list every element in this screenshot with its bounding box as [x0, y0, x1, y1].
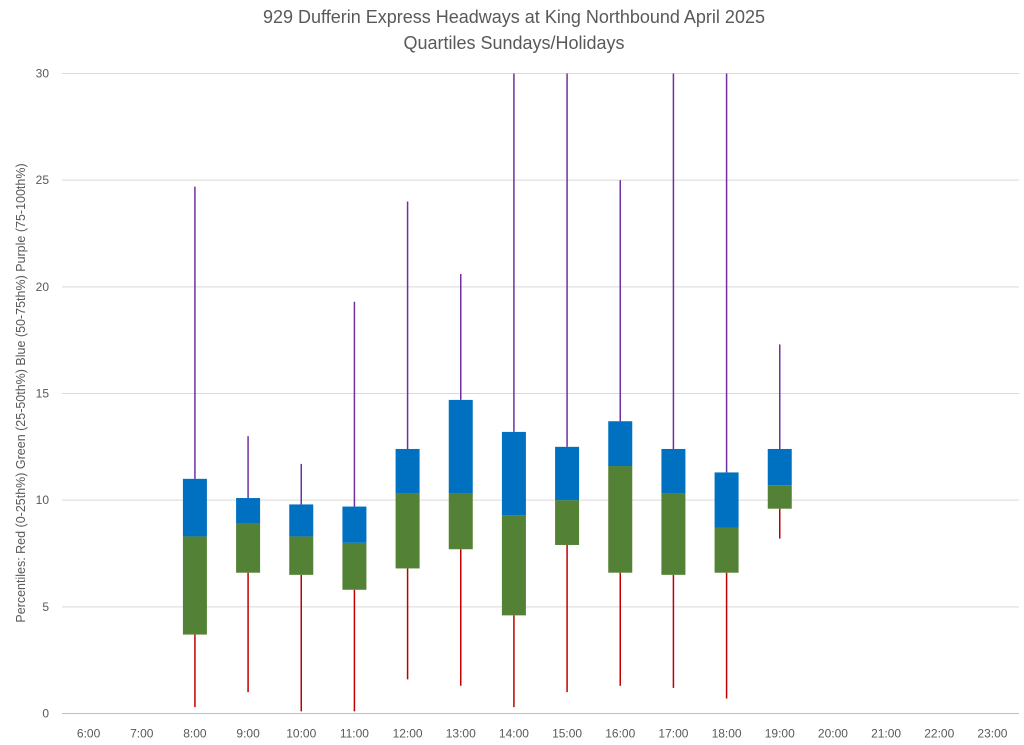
chart-subtitle-text: Quartiles Sundays/Holidays	[403, 33, 624, 53]
box-11:00	[342, 301, 367, 712]
box-marks	[182, 73, 792, 712]
y-axis-ticks: 0 5 10 15 20 25 30	[36, 67, 50, 721]
box-18:00	[714, 73, 739, 699]
box-upper-blue	[714, 472, 739, 528]
box-upper-blue	[767, 448, 792, 486]
box-lower-green	[501, 515, 526, 616]
box-15:00	[555, 73, 580, 693]
box-10:00	[289, 463, 314, 712]
box-lower-green	[342, 542, 367, 590]
x-tick-label: 19:00	[765, 727, 795, 741]
box-upper-blue	[608, 421, 633, 467]
x-tick-label: 11:00	[340, 727, 369, 741]
box-upper-blue	[182, 478, 207, 537]
x-tick-label: 20:00	[818, 727, 848, 741]
box-lower-green	[236, 523, 261, 573]
x-tick-label: 10:00	[286, 727, 316, 741]
x-tick-label: 22:00	[924, 727, 954, 741]
box-lower-green	[608, 466, 633, 573]
y-tick-label: 15	[36, 387, 50, 401]
y-axis-title: Percentiles: Red (0-25th%) Green (25-50t…	[14, 163, 28, 622]
box-upper-blue	[342, 506, 367, 543]
y-tick-label: 10	[36, 493, 50, 507]
box-lower-green	[555, 500, 580, 545]
x-tick-label: 9:00	[236, 727, 260, 741]
box-upper-blue	[448, 399, 473, 494]
box-16:00	[608, 180, 633, 686]
y-tick-label: 30	[36, 67, 50, 81]
box-lower-green	[767, 485, 792, 509]
box-13:00	[448, 274, 473, 686]
x-tick-label: 14:00	[499, 727, 529, 741]
box-8:00	[182, 186, 207, 708]
y-tick-label: 20	[36, 280, 50, 294]
box-lower-green	[714, 527, 739, 573]
box-lower-green	[289, 536, 314, 575]
box-lower-green	[182, 536, 207, 635]
gridlines	[62, 73, 1019, 714]
box-upper-blue	[661, 448, 686, 494]
chart-title-text: 929 Dufferin Express Headways at King No…	[263, 7, 765, 27]
x-tick-label: 21:00	[871, 727, 901, 741]
box-14:00	[501, 73, 526, 708]
x-tick-label: 16:00	[605, 727, 635, 741]
x-tick-label: 23:00	[977, 727, 1007, 741]
box-upper-blue	[555, 446, 580, 501]
chart-title: 929 Dufferin Express Headways at King No…	[263, 7, 765, 53]
box-9:00	[236, 436, 261, 693]
x-tick-label: 7:00	[130, 727, 154, 741]
y-tick-label: 5	[42, 600, 49, 614]
box-upper-blue	[395, 448, 420, 494]
x-tick-label: 15:00	[552, 727, 582, 741]
x-tick-label: 8:00	[183, 727, 207, 741]
y-tick-label: 25	[36, 173, 50, 187]
box-17:00	[661, 73, 686, 688]
x-tick-label: 6:00	[77, 727, 101, 741]
x-axis-ticks: 6:00 7:00 8:00 9:00 10:00 11:00 12:00 13:00 14:0…	[77, 727, 1008, 741]
box-12:00	[395, 201, 420, 680]
box-lower-green	[661, 493, 686, 575]
x-tick-label: 13:00	[446, 727, 476, 741]
x-tick-label: 18:00	[712, 727, 742, 741]
box-upper-blue	[501, 431, 526, 516]
x-tick-label: 17:00	[658, 727, 688, 741]
box-upper-blue	[236, 498, 261, 524]
box-lower-green	[448, 493, 473, 550]
box-lower-green	[395, 493, 420, 569]
box-19:00	[767, 344, 792, 539]
x-tick-label: 12:00	[393, 727, 423, 741]
y-tick-label: 0	[42, 707, 49, 721]
box-upper-blue	[289, 504, 314, 537]
